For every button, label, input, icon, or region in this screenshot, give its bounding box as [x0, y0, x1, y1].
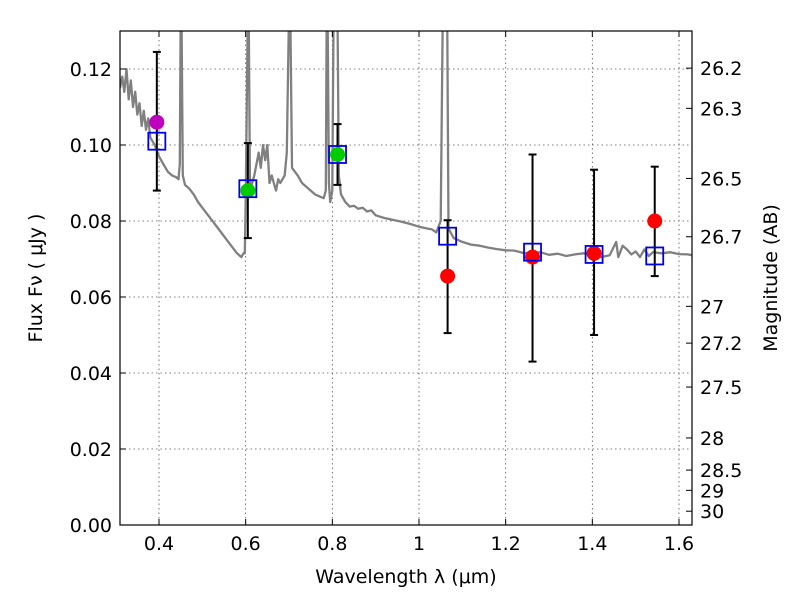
magnitude-tick-label: 26.3 — [700, 98, 742, 120]
x-tick-label: 1.2 — [491, 533, 521, 555]
magnitude-axis-title: Magnitude (AB) — [760, 204, 782, 352]
y-tick-label: 0.08 — [70, 211, 112, 233]
observed-point — [440, 268, 456, 284]
model-photometry-square — [328, 145, 347, 164]
model-photometry-square — [238, 179, 258, 199]
model-photometry-square — [584, 245, 604, 264]
observed-point — [330, 147, 346, 162]
x-tick-label: 0.8 — [317, 533, 347, 555]
x-tick-label: 1 — [413, 533, 425, 555]
model-photometry-square — [523, 242, 542, 262]
y-tick-label: 0.00 — [70, 515, 112, 537]
x-tick-label: 0.6 — [231, 533, 261, 555]
plot-frame — [119, 30, 693, 526]
model-spectrum-group — [120, 31, 692, 259]
observed-point — [525, 249, 541, 265]
x-tick-label: 1.4 — [577, 533, 607, 555]
observed-point — [586, 245, 602, 261]
observed-point — [647, 213, 663, 229]
y-axis-title: Flux Fν ( μJy ) — [25, 214, 47, 343]
x-tick-label: 1.6 — [664, 533, 694, 555]
magnitude-tick-label: 27 — [700, 296, 724, 318]
magnitude-tick-label: 27.2 — [700, 333, 742, 355]
y-tick-label: 0.12 — [70, 59, 112, 81]
x-tick-label: 0.4 — [144, 533, 174, 555]
magnitude-tick-label: 28.5 — [700, 460, 742, 482]
x-axis-title: Wavelength λ (μm) — [315, 566, 496, 588]
observed-point — [240, 183, 256, 199]
magnitude-tick-label: 26.7 — [700, 227, 742, 249]
model-spectrum-line — [120, 31, 692, 259]
magnitude-tick-label: 29 — [700, 480, 724, 502]
plot-background — [120, 31, 692, 525]
magnitude-tick-label: 26.2 — [700, 58, 742, 80]
y-tick-label: 0.02 — [70, 439, 112, 461]
model-photometry-square — [645, 246, 665, 266]
model-photometry-square — [147, 131, 167, 151]
observed-point — [149, 114, 165, 130]
y-tick-label: 0.04 — [70, 363, 112, 385]
data-points-group — [147, 114, 665, 284]
y-tick-label: 0.06 — [70, 287, 112, 309]
model-photometry-square — [438, 226, 458, 246]
y-tick-label: 0.10 — [70, 135, 112, 157]
y-ticks: 0.00 0.02 0.04 0.06 0.08 0.10 0.12 — [70, 59, 126, 537]
magnitude-tick-label: 27.5 — [700, 377, 742, 399]
magnitude-tick-label: 30 — [700, 501, 724, 523]
x-ticks: 0.4 0.6 0.8 1 1.2 1.4 1.6 — [144, 31, 694, 555]
magnitude-tick-label: 26.5 — [700, 168, 742, 190]
magnitude-tick-label: 28 — [700, 428, 724, 450]
